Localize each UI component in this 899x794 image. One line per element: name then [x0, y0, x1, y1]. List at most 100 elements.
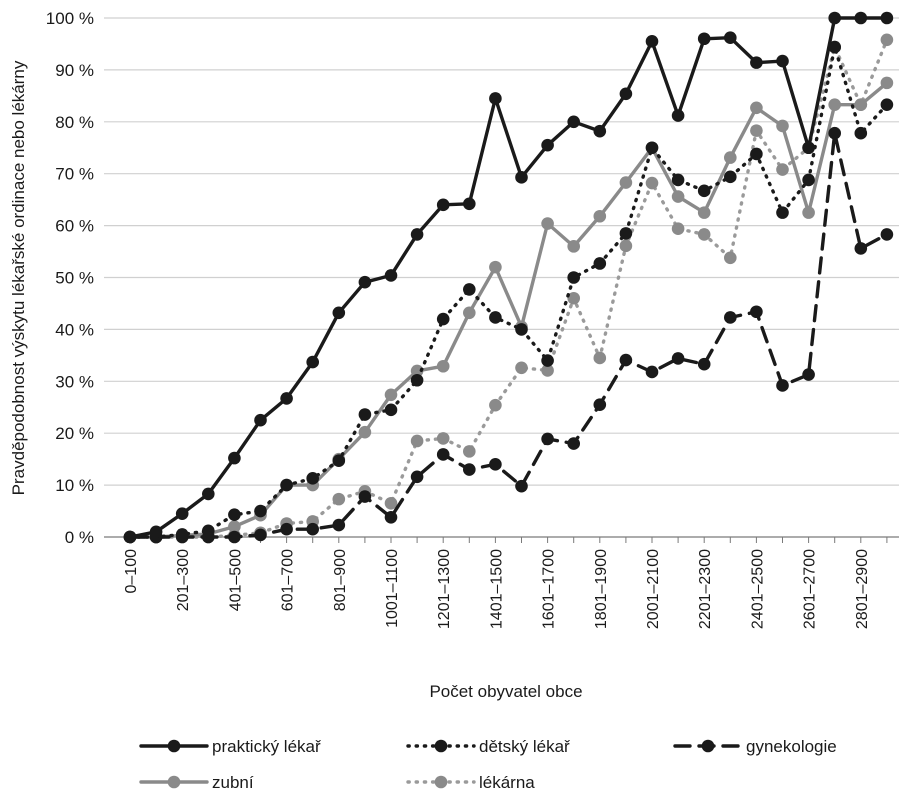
legend-label: dětský lékař	[479, 737, 570, 756]
data-point	[332, 454, 346, 468]
data-point	[410, 364, 424, 378]
data-point	[384, 388, 398, 402]
data-point	[671, 352, 685, 365]
y-tick-label: 20 %	[55, 424, 94, 443]
data-point	[828, 126, 841, 140]
data-point	[280, 392, 293, 405]
data-point	[697, 357, 711, 371]
data-point	[593, 124, 607, 138]
data-point	[645, 141, 659, 155]
data-point	[436, 432, 450, 445]
data-point	[436, 198, 450, 212]
data-point	[567, 291, 580, 305]
legend-swatch-marker	[701, 739, 715, 753]
legend-swatch-marker	[434, 775, 448, 789]
data-point	[802, 206, 815, 219]
y-tick-label: 100 %	[46, 9, 94, 28]
data-point	[541, 432, 554, 446]
legend-label: zubní	[212, 773, 254, 792]
data-point	[254, 413, 267, 427]
data-point	[697, 206, 711, 219]
plot-area	[123, 11, 894, 544]
data-point	[776, 163, 789, 176]
data-point	[306, 472, 320, 485]
series-praktický lékař	[123, 11, 894, 544]
data-point	[724, 251, 737, 265]
series-dětský lékař	[123, 40, 894, 544]
data-point	[332, 518, 346, 532]
series-line	[128, 38, 889, 539]
data-point	[828, 98, 841, 111]
data-point	[645, 35, 659, 48]
series-lékárna	[123, 33, 894, 544]
y-tick-label: 70 %	[55, 165, 94, 184]
data-point	[593, 398, 607, 411]
y-axis: 0 % 10 % 20 % 30 % 40 % 50 % 60 % 70 % 80 % 90 % 1…	[46, 9, 94, 547]
x-tick-label: 2001–2100	[645, 549, 662, 629]
data-point	[541, 354, 554, 367]
data-point	[567, 271, 580, 284]
legend: praktický lékař dětský lékař gynekologie zu…	[139, 737, 837, 792]
series-line	[128, 81, 889, 539]
data-point	[515, 323, 528, 336]
data-point	[802, 368, 815, 381]
data-point	[202, 487, 215, 501]
data-point	[541, 138, 554, 152]
data-point	[410, 373, 424, 387]
data-point	[802, 141, 815, 155]
data-point	[358, 425, 372, 439]
data-point	[463, 197, 476, 211]
data-point	[724, 151, 737, 164]
y-tick-label: 80 %	[55, 113, 94, 132]
data-point	[384, 403, 398, 417]
y-tick-label: 0 %	[65, 528, 94, 547]
data-point	[410, 470, 424, 484]
data-point	[254, 528, 267, 542]
data-point	[280, 478, 293, 492]
data-point	[515, 479, 528, 493]
data-point	[358, 490, 372, 503]
data-point	[724, 311, 737, 324]
data-point	[489, 92, 502, 105]
data-point	[280, 522, 293, 536]
data-point	[175, 507, 189, 520]
data-point	[854, 242, 868, 255]
data-point	[436, 359, 450, 373]
data-point	[776, 206, 789, 219]
data-point	[593, 209, 607, 223]
data-point	[776, 54, 789, 68]
data-point	[358, 408, 372, 421]
data-point	[123, 530, 137, 544]
y-tick-label: 30 %	[55, 372, 94, 391]
data-point	[854, 11, 868, 25]
data-point	[854, 126, 868, 140]
data-point	[228, 508, 241, 521]
data-point	[410, 434, 424, 448]
data-point	[567, 240, 580, 253]
data-point	[436, 312, 450, 326]
data-point	[306, 355, 320, 369]
x-tick-label: 0–100	[123, 549, 140, 594]
data-point	[880, 11, 894, 25]
data-point	[593, 351, 607, 365]
data-point	[880, 76, 894, 90]
data-point	[750, 147, 763, 161]
data-point	[776, 119, 789, 133]
data-point	[645, 176, 659, 190]
data-point	[593, 257, 607, 270]
y-tick-label: 90 %	[55, 61, 94, 80]
data-point	[384, 269, 398, 282]
x-tick-label: 801–900	[332, 549, 349, 611]
data-point	[410, 228, 424, 241]
data-point	[463, 445, 476, 458]
data-point	[697, 32, 711, 46]
data-point	[697, 184, 711, 198]
data-point	[671, 173, 685, 187]
y-tick-label: 60 %	[55, 217, 94, 236]
data-point	[463, 306, 476, 320]
x-tick-label: 1601–1700	[541, 549, 558, 629]
data-point	[619, 87, 633, 101]
data-point	[463, 283, 476, 296]
y-tick-label: 40 %	[55, 320, 94, 339]
